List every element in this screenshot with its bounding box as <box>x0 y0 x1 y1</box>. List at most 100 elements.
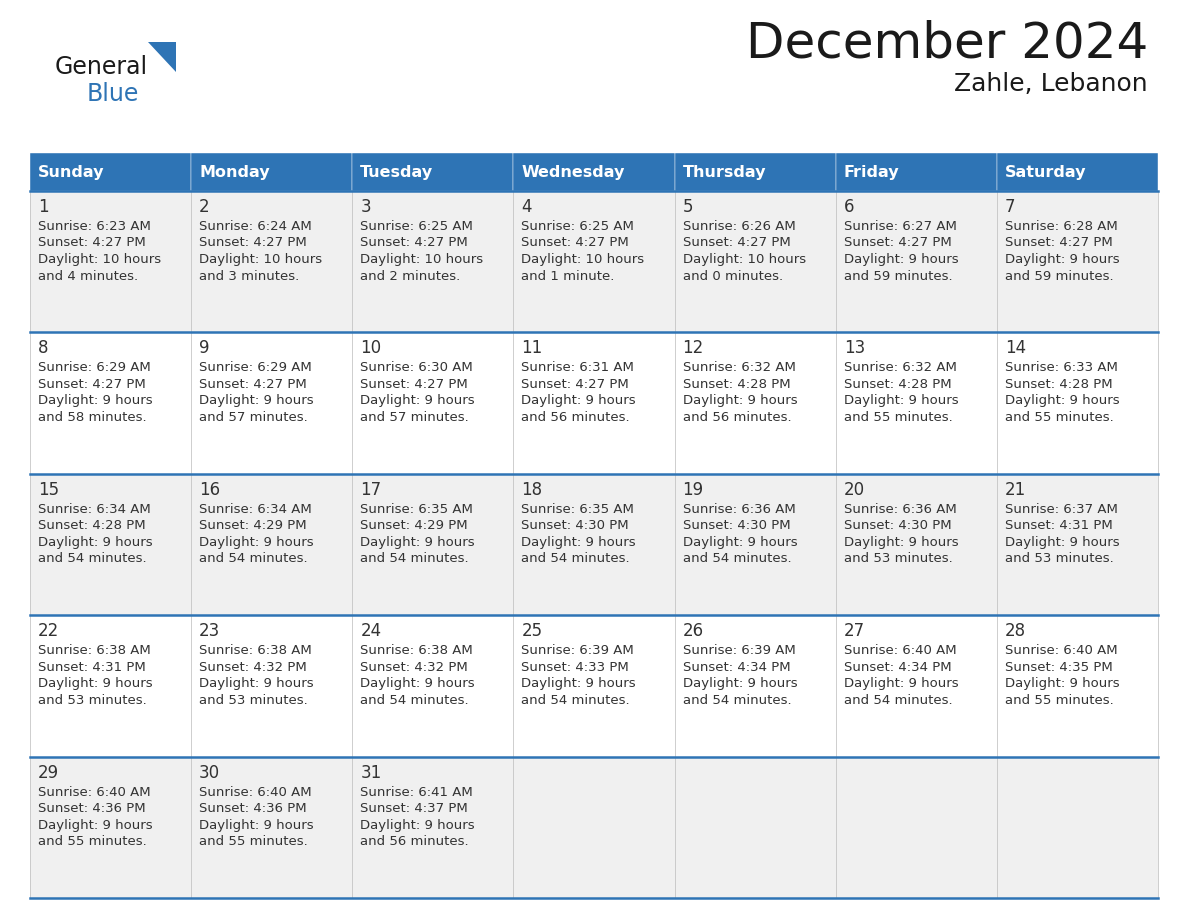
Text: Daylight: 10 hours: Daylight: 10 hours <box>522 253 645 266</box>
Text: and 54 minutes.: and 54 minutes. <box>683 553 791 565</box>
Text: 27: 27 <box>843 622 865 640</box>
Text: 31: 31 <box>360 764 381 781</box>
Text: Sunset: 4:35 PM: Sunset: 4:35 PM <box>1005 661 1113 674</box>
Text: Daylight: 9 hours: Daylight: 9 hours <box>843 536 959 549</box>
Text: Daylight: 9 hours: Daylight: 9 hours <box>200 536 314 549</box>
Text: Sunrise: 6:34 AM: Sunrise: 6:34 AM <box>200 503 312 516</box>
Text: Daylight: 9 hours: Daylight: 9 hours <box>200 395 314 408</box>
Text: Sunset: 4:27 PM: Sunset: 4:27 PM <box>522 237 630 250</box>
Text: Daylight: 9 hours: Daylight: 9 hours <box>1005 677 1119 690</box>
Bar <box>191 153 353 191</box>
Text: Sunrise: 6:29 AM: Sunrise: 6:29 AM <box>200 362 312 375</box>
Text: 14: 14 <box>1005 340 1026 357</box>
Text: and 54 minutes.: and 54 minutes. <box>360 553 469 565</box>
Text: 5: 5 <box>683 198 693 216</box>
Text: and 54 minutes.: and 54 minutes. <box>522 694 630 707</box>
Text: 4: 4 <box>522 198 532 216</box>
Text: Sunrise: 6:25 AM: Sunrise: 6:25 AM <box>522 220 634 233</box>
Text: Sunrise: 6:38 AM: Sunrise: 6:38 AM <box>38 644 151 657</box>
Text: Daylight: 9 hours: Daylight: 9 hours <box>843 395 959 408</box>
Text: Daylight: 9 hours: Daylight: 9 hours <box>1005 253 1119 266</box>
Text: and 2 minutes.: and 2 minutes. <box>360 270 461 283</box>
Text: Sunrise: 6:40 AM: Sunrise: 6:40 AM <box>843 644 956 657</box>
Text: and 54 minutes.: and 54 minutes. <box>38 553 146 565</box>
Text: and 56 minutes.: and 56 minutes. <box>522 411 630 424</box>
Text: Sunrise: 6:40 AM: Sunrise: 6:40 AM <box>200 786 311 799</box>
Text: Daylight: 9 hours: Daylight: 9 hours <box>360 536 475 549</box>
Text: Daylight: 9 hours: Daylight: 9 hours <box>683 536 797 549</box>
Text: Friday: Friday <box>843 164 899 180</box>
Text: Wednesday: Wednesday <box>522 164 625 180</box>
Text: Sunset: 4:28 PM: Sunset: 4:28 PM <box>38 520 146 532</box>
Bar <box>30 191 1158 332</box>
Text: 25: 25 <box>522 622 543 640</box>
Text: and 3 minutes.: and 3 minutes. <box>200 270 299 283</box>
Text: Daylight: 9 hours: Daylight: 9 hours <box>843 253 959 266</box>
Text: Thursday: Thursday <box>683 164 766 180</box>
Text: Daylight: 9 hours: Daylight: 9 hours <box>38 395 152 408</box>
Text: and 55 minutes.: and 55 minutes. <box>1005 694 1113 707</box>
Text: Sunset: 4:36 PM: Sunset: 4:36 PM <box>38 802 146 815</box>
Text: Daylight: 9 hours: Daylight: 9 hours <box>38 536 152 549</box>
Text: Saturday: Saturday <box>1005 164 1086 180</box>
Text: Daylight: 9 hours: Daylight: 9 hours <box>360 819 475 832</box>
Bar <box>30 615 1158 756</box>
Text: Sunset: 4:36 PM: Sunset: 4:36 PM <box>200 802 307 815</box>
Text: Daylight: 9 hours: Daylight: 9 hours <box>200 819 314 832</box>
Text: and 58 minutes.: and 58 minutes. <box>38 411 146 424</box>
Text: Sunset: 4:32 PM: Sunset: 4:32 PM <box>200 661 307 674</box>
Text: Sunset: 4:28 PM: Sunset: 4:28 PM <box>843 378 952 391</box>
Text: 11: 11 <box>522 340 543 357</box>
Text: 21: 21 <box>1005 481 1026 498</box>
Text: General: General <box>55 55 148 79</box>
Bar <box>30 332 1158 474</box>
Text: Sunset: 4:34 PM: Sunset: 4:34 PM <box>683 661 790 674</box>
Text: 26: 26 <box>683 622 703 640</box>
Text: Daylight: 10 hours: Daylight: 10 hours <box>200 253 322 266</box>
Text: Sunset: 4:34 PM: Sunset: 4:34 PM <box>843 661 952 674</box>
Text: and 57 minutes.: and 57 minutes. <box>200 411 308 424</box>
Text: 20: 20 <box>843 481 865 498</box>
Text: Sunset: 4:29 PM: Sunset: 4:29 PM <box>360 520 468 532</box>
Text: Daylight: 9 hours: Daylight: 9 hours <box>200 677 314 690</box>
Text: 19: 19 <box>683 481 703 498</box>
Text: Daylight: 9 hours: Daylight: 9 hours <box>360 395 475 408</box>
Bar <box>30 474 1158 615</box>
Text: Daylight: 10 hours: Daylight: 10 hours <box>360 253 484 266</box>
Text: December 2024: December 2024 <box>746 20 1148 68</box>
Bar <box>353 153 513 191</box>
Text: Sunset: 4:27 PM: Sunset: 4:27 PM <box>200 237 307 250</box>
Text: 23: 23 <box>200 622 221 640</box>
Text: Sunrise: 6:33 AM: Sunrise: 6:33 AM <box>1005 362 1118 375</box>
Text: Sunrise: 6:39 AM: Sunrise: 6:39 AM <box>683 644 795 657</box>
Text: Sunset: 4:28 PM: Sunset: 4:28 PM <box>683 378 790 391</box>
Text: 17: 17 <box>360 481 381 498</box>
Text: Sunset: 4:29 PM: Sunset: 4:29 PM <box>200 520 307 532</box>
Text: and 4 minutes.: and 4 minutes. <box>38 270 138 283</box>
Text: Daylight: 9 hours: Daylight: 9 hours <box>522 395 636 408</box>
Text: and 59 minutes.: and 59 minutes. <box>843 270 953 283</box>
Text: 3: 3 <box>360 198 371 216</box>
Text: Sunset: 4:27 PM: Sunset: 4:27 PM <box>200 378 307 391</box>
Text: Daylight: 9 hours: Daylight: 9 hours <box>360 677 475 690</box>
Bar <box>835 153 997 191</box>
Text: and 54 minutes.: and 54 minutes. <box>200 553 308 565</box>
Text: Sunrise: 6:36 AM: Sunrise: 6:36 AM <box>843 503 956 516</box>
Text: Tuesday: Tuesday <box>360 164 434 180</box>
Text: and 55 minutes.: and 55 minutes. <box>38 835 147 848</box>
Text: and 56 minutes.: and 56 minutes. <box>683 411 791 424</box>
Text: and 55 minutes.: and 55 minutes. <box>200 835 308 848</box>
Text: Blue: Blue <box>87 82 139 106</box>
Text: 28: 28 <box>1005 622 1026 640</box>
Text: 22: 22 <box>38 622 59 640</box>
Text: Sunrise: 6:34 AM: Sunrise: 6:34 AM <box>38 503 151 516</box>
Text: and 1 minute.: and 1 minute. <box>522 270 615 283</box>
Text: 2: 2 <box>200 198 210 216</box>
Text: Daylight: 10 hours: Daylight: 10 hours <box>38 253 162 266</box>
Text: and 59 minutes.: and 59 minutes. <box>1005 270 1113 283</box>
Text: 1: 1 <box>38 198 49 216</box>
Text: Sunset: 4:30 PM: Sunset: 4:30 PM <box>843 520 952 532</box>
Text: Monday: Monday <box>200 164 270 180</box>
Text: Sunrise: 6:41 AM: Sunrise: 6:41 AM <box>360 786 473 799</box>
Text: and 54 minutes.: and 54 minutes. <box>683 694 791 707</box>
